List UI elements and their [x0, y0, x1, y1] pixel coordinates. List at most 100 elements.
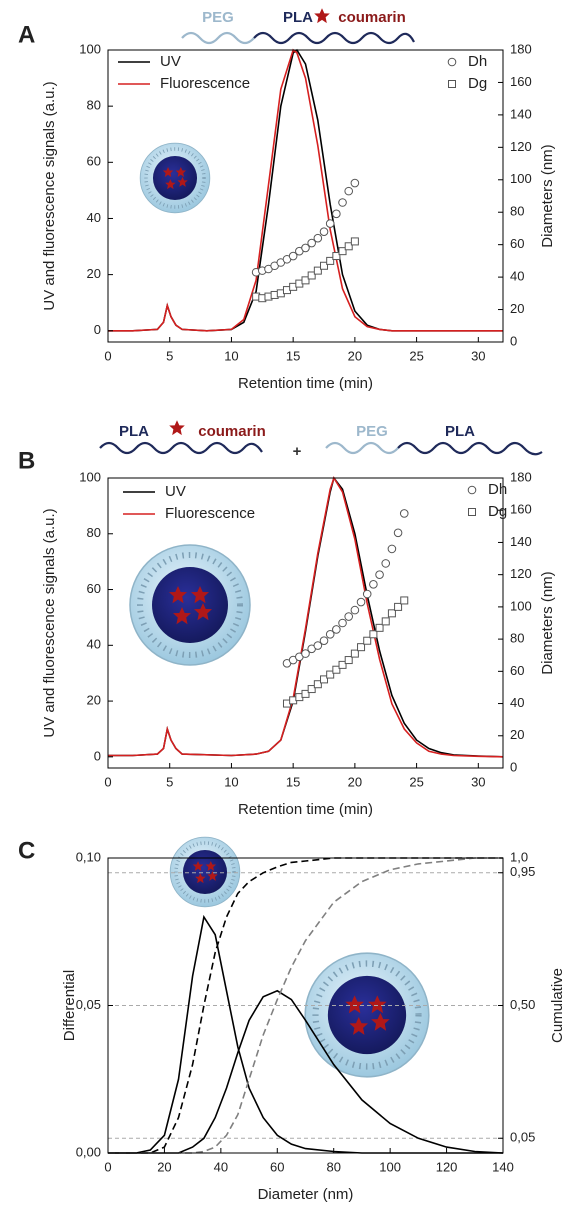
y2-tick-label: 80	[510, 204, 524, 219]
y-tick-label: 100	[79, 469, 101, 484]
legend-swatch	[468, 508, 476, 516]
y-tick-label: 20	[87, 266, 101, 281]
data-point	[307, 238, 316, 248]
y-tick-label: 20	[87, 693, 101, 708]
x-tick-label: 15	[286, 774, 300, 789]
x-tick-label: 10	[224, 774, 238, 789]
y2-tick-label: 0	[510, 759, 517, 774]
y2-tick-label: 120	[510, 139, 532, 154]
y-tick-label: 100	[79, 41, 101, 56]
x-tick-label: 10	[224, 348, 238, 363]
data-line	[108, 857, 503, 1154]
x-tick-label: 40	[214, 1159, 228, 1174]
y2-tick-label: 40	[510, 269, 524, 284]
data-point	[350, 605, 360, 615]
data-point	[313, 680, 322, 689]
y2-tick-label: 100	[510, 598, 532, 613]
y2-tick-label: 160	[510, 502, 532, 517]
annotation: PLA	[283, 9, 313, 26]
y-tick-label: 0	[94, 748, 101, 763]
x-axis-title: Retention time (min)	[238, 801, 373, 818]
panel-label: A	[18, 21, 35, 48]
data-point	[325, 629, 335, 639]
data-point	[320, 261, 329, 270]
data-point	[307, 685, 316, 694]
data-point	[332, 209, 341, 219]
data-point	[387, 609, 396, 618]
x-tick-label: 60	[270, 1159, 284, 1174]
data-point	[375, 623, 384, 632]
legend-swatch	[467, 485, 477, 495]
annotation: PEG	[202, 9, 234, 26]
panel-label: B	[18, 447, 35, 474]
legend-swatch	[448, 80, 456, 88]
x-tick-label: 20	[348, 348, 362, 363]
annotation: coumarin	[198, 423, 266, 440]
y2-tick-label: 0,95	[510, 864, 535, 879]
legend-label: Fluorescence	[160, 75, 250, 92]
y-axis-title: UV and fluorescence signals (a.u.)	[41, 508, 58, 737]
data-point	[350, 237, 359, 246]
data-point	[356, 597, 366, 607]
data-point	[375, 570, 384, 579]
data-point	[338, 247, 347, 256]
data-point	[400, 596, 409, 605]
y-tick-label: 0,00	[76, 1144, 101, 1159]
data-point	[301, 649, 310, 658]
data-point	[301, 243, 310, 253]
legend-label: Fluorescence	[165, 505, 255, 522]
x-tick-label: 0	[104, 348, 111, 363]
x-tick-label: 15	[286, 348, 300, 363]
legend-label: UV	[160, 53, 181, 70]
data-point	[344, 242, 353, 251]
x-tick-label: 5	[166, 774, 173, 789]
data-point	[332, 252, 341, 261]
y-tick-label: 0	[94, 322, 101, 337]
data-point	[301, 689, 310, 698]
data-point	[350, 649, 359, 658]
y-tick-label: 80	[87, 98, 101, 113]
data-point	[307, 271, 316, 280]
micelle-icon	[305, 953, 429, 1077]
data-line	[108, 476, 504, 758]
panel-label: C	[18, 837, 35, 864]
y2-tick-label: 0,50	[510, 997, 535, 1012]
y-axis-title: Differential	[61, 970, 78, 1041]
y2-tick-label: 0,05	[510, 1130, 535, 1145]
y2-tick-label: 0	[510, 333, 517, 348]
data-line	[108, 48, 503, 332]
x-tick-label: 30	[471, 348, 485, 363]
data-point	[301, 276, 310, 285]
data-point	[313, 641, 323, 650]
data-point	[344, 612, 354, 621]
x-tick-label: 25	[409, 348, 423, 363]
y-tick-label: 0,05	[76, 997, 101, 1012]
micelle-icon	[140, 143, 210, 213]
data-point	[320, 675, 329, 684]
x-tick-label: 0	[104, 774, 111, 789]
data-point	[313, 233, 323, 243]
legend-label: Dh	[468, 53, 487, 70]
data-point	[381, 559, 391, 568]
legend-swatch	[447, 57, 457, 67]
data-point	[362, 589, 372, 599]
y2-axis-title: Diameters (nm)	[539, 571, 556, 674]
y2-tick-label: 60	[510, 236, 524, 251]
data-point	[319, 636, 329, 646]
data-point	[326, 256, 335, 265]
y-tick-label: 40	[87, 210, 101, 225]
legend-label: Dg	[488, 503, 507, 520]
data-point	[399, 509, 409, 518]
y2-tick-label: 20	[510, 727, 524, 742]
data-point	[338, 660, 347, 669]
y2-axis-title: Diameters (nm)	[539, 144, 556, 247]
annotation: coumarin	[338, 9, 406, 26]
y-tick-label: 60	[87, 154, 101, 169]
y-tick-label: 0,10	[76, 849, 101, 864]
x-axis-title: Diameter (nm)	[258, 1186, 354, 1203]
annotation: PEG	[356, 423, 388, 440]
y-tick-label: 60	[87, 581, 101, 596]
data-point	[338, 198, 347, 207]
